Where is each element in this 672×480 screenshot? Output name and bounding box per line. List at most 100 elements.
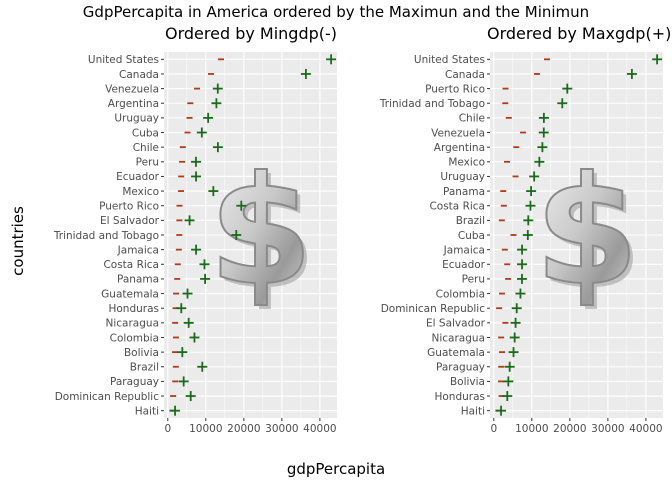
max-gdp-point: [652, 54, 663, 65]
svg-text:$: $: [539, 149, 643, 323]
y-tick-label: El Salvador: [100, 215, 160, 227]
y-tick-label: Honduras: [434, 391, 485, 403]
y-tick-label: Haiti: [135, 405, 159, 417]
max-gdp-point: [626, 68, 637, 79]
y-tick-label: Chile: [459, 113, 485, 125]
panel-title-left: Ordered by Mingdp(-): [165, 24, 338, 43]
max-gdp-point: [236, 200, 247, 211]
panel-title-right: Ordered by Maxgdp(+): [487, 24, 672, 43]
y-tick-label: Cuba: [458, 230, 485, 242]
max-gdp-point: [525, 200, 536, 211]
max-gdp-point: [529, 171, 540, 182]
x-tick-label: 0: [490, 423, 497, 435]
max-gdp-point: [196, 127, 207, 138]
max-gdp-point: [517, 259, 528, 270]
y-tick-label: Dominican Republic: [55, 391, 160, 403]
max-gdp-point: [185, 391, 196, 402]
y-tick-label: El Salvador: [426, 318, 486, 330]
max-gdp-point: [516, 273, 527, 284]
max-gdp-point: [212, 142, 223, 153]
y-tick-label: Peru: [462, 274, 485, 286]
y-tick-label: Venezuela: [105, 83, 159, 95]
max-gdp-point: [526, 186, 537, 197]
y-tick-label: Jamaica: [117, 244, 159, 256]
max-gdp-point: [191, 244, 202, 255]
max-gdp-point: [178, 376, 189, 387]
y-tick-label: Costa Rica: [429, 201, 485, 213]
max-gdp-point: [211, 98, 222, 109]
max-gdp-point: [326, 54, 337, 65]
max-gdp-point: [557, 98, 568, 109]
y-tick-label: Guatemala: [427, 347, 485, 359]
y-tick-label: Trinidad and Tobago: [379, 98, 485, 110]
svg-text:$: $: [209, 145, 313, 319]
x-tick-label: 30000: [265, 423, 298, 435]
max-gdp-point: [177, 347, 188, 358]
y-tick-label: United States: [414, 54, 485, 66]
x-tick-label: 10000: [515, 423, 548, 435]
max-gdp-point: [523, 215, 534, 226]
x-tick-label: 20000: [553, 423, 586, 435]
svg-text:$: $: [213, 149, 317, 323]
x-axis-label: gdpPercapita: [286, 460, 386, 478]
max-gdp-point: [184, 215, 195, 226]
x-tick-label: 20000: [227, 423, 260, 435]
y-tick-label: Paraguay: [110, 376, 159, 388]
max-gdp-point: [508, 347, 519, 358]
x-tick-label: 30000: [591, 423, 624, 435]
dollar-sign-icon: $$: [534, 144, 643, 323]
y-tick-label: Bolivia: [450, 376, 485, 388]
x-tick-label: 10000: [189, 423, 222, 435]
dollar-sign-icon: $$: [208, 144, 317, 323]
y-tick-label: Cuba: [132, 127, 159, 139]
max-gdp-point: [182, 288, 193, 299]
y-tick-label: Uruguay: [114, 113, 159, 125]
max-gdp-point: [183, 317, 194, 328]
max-gdp-point: [510, 317, 521, 328]
y-tick-label: Panama: [443, 186, 485, 198]
y-tick-label: Canada: [119, 69, 159, 81]
y-tick-label: Mexico: [122, 186, 159, 198]
max-gdp-point: [212, 83, 223, 94]
y-tick-label: Puerto Rico: [425, 83, 485, 95]
max-gdp-point: [170, 405, 181, 416]
max-gdp-point: [562, 83, 573, 94]
y-tick-label: Jamaica: [443, 244, 485, 256]
panel-left: 0 10000 20000 30000 40000 United States Canada…: [53, 52, 337, 435]
max-gdp-point: [517, 244, 528, 255]
max-gdp-point: [203, 112, 214, 123]
max-gdp-point: [509, 332, 520, 343]
max-gdp-point: [300, 68, 311, 79]
max-gdp-point: [197, 361, 208, 372]
max-gdp-point: [538, 127, 549, 138]
max-gdp-point: [503, 376, 514, 387]
y-tick-label: Argentina: [108, 98, 159, 110]
main-title: GdpPercapita in America ordered by the M…: [82, 3, 590, 21]
max-gdp-point: [190, 156, 201, 167]
y-tick-label: Haiti: [461, 405, 485, 417]
y-tick-label: Canada: [445, 69, 485, 81]
max-gdp-point: [515, 288, 526, 299]
max-gdp-point: [189, 332, 200, 343]
x-tick-label: 40000: [303, 423, 336, 435]
y-tick-label: Panama: [117, 274, 159, 286]
max-gdp-point: [199, 259, 210, 270]
y-tick-label: United States: [88, 54, 159, 66]
y-tick-label: Colombia: [436, 288, 485, 300]
y-tick-label: Mexico: [448, 157, 485, 169]
y-tick-label: Bolivia: [124, 347, 159, 359]
y-tick-label: Nicaragua: [106, 318, 159, 330]
max-gdp-point: [511, 303, 522, 314]
max-gdp-point: [534, 156, 545, 167]
max-gdp-point: [191, 171, 202, 182]
y-tick-label: Uruguay: [440, 171, 485, 183]
y-tick-label: Colombia: [110, 332, 159, 344]
y-tick-label: Chile: [133, 142, 159, 154]
max-gdp-point: [538, 112, 549, 123]
max-gdp-point: [502, 391, 513, 402]
y-tick-label: Brazil: [130, 362, 159, 374]
y-tick-label: Guatemala: [101, 288, 159, 300]
panel-right: 0 10000 20000 30000 40000 United States Canada…: [379, 52, 663, 435]
